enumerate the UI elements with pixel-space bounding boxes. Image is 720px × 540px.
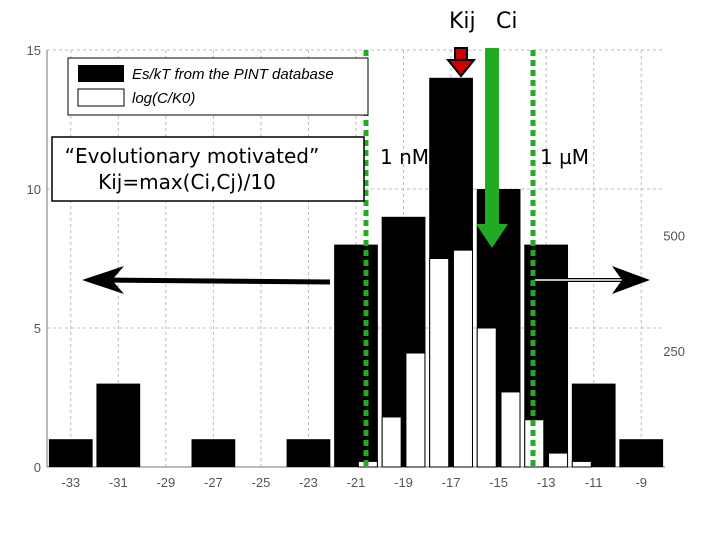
bar-black [619,439,664,467]
x-tick-label: -21 [347,475,366,490]
y-tick-label: 5 [34,321,41,336]
kij-arrow [445,47,477,78]
y-right-tick-label: 500 [663,228,685,243]
bar-white [476,327,497,468]
x-tick-label: -9 [635,475,647,490]
bar-white [452,249,473,468]
left-arrow [82,266,331,294]
y-ticks-right: 250 500 [663,228,685,359]
ci-arrow [476,48,508,248]
x-tick-label: -11 [585,475,603,490]
bar-white [405,352,426,468]
x-tick-label: -19 [394,475,413,490]
x-tick-label: -27 [204,475,223,490]
legend-label-black: Es/kT from the PINT database [132,66,334,83]
x-tick-label: -13 [537,475,556,490]
bar-black [286,439,331,467]
bar-black [48,439,93,467]
bar-black [571,383,616,467]
x-tick-label: -17 [442,475,461,490]
x-tick-label: -31 [109,475,128,490]
bar-black [191,439,236,467]
bar-white [381,416,402,468]
legend-swatch-white [77,88,125,107]
y-tick-label: 0 [34,460,41,475]
x-tick-label: -29 [156,475,175,490]
legend-swatch-black [78,65,124,82]
y-tick-label: 15 [27,43,41,58]
y-ticks-left: 0 5 10 15 [27,43,41,475]
bar-white [500,391,521,468]
evolutionary-box: “Evolutionary motivated” Kij=max(Ci,Cj)/… [51,136,365,202]
y-tick-label: 10 [27,182,41,197]
bar-black [334,244,378,467]
x-tick-label: -15 [489,475,508,490]
y-right-tick-label: 250 [663,344,685,359]
ci-label: Ci [496,9,517,34]
x-tick-label: -33 [61,475,80,490]
bar-white [548,452,569,468]
kij-label: Kij [449,9,476,34]
bar-white [571,460,592,468]
bar-black [96,383,141,467]
x-ticks: -33 -31 -29 -27 -25 -23 -21 -19 -17 -15 -13 -11 -9 [61,475,647,490]
label-1nm: 1 nM [380,145,429,169]
evolutionary-line2: Kij=max(Ci,Cj)/10 [98,170,276,194]
evolutionary-line1: “Evolutionary motivated” [65,144,320,168]
x-tick-label: -25 [252,475,271,490]
x-tick-label: -23 [299,475,318,490]
legend-label-white: log(C/K0) [132,90,195,107]
bar-white [429,258,450,468]
right-arrow [535,266,650,294]
label-1um: 1 µM [540,145,589,169]
legend: Es/kT from the PINT database log(C/K0) [67,57,369,116]
